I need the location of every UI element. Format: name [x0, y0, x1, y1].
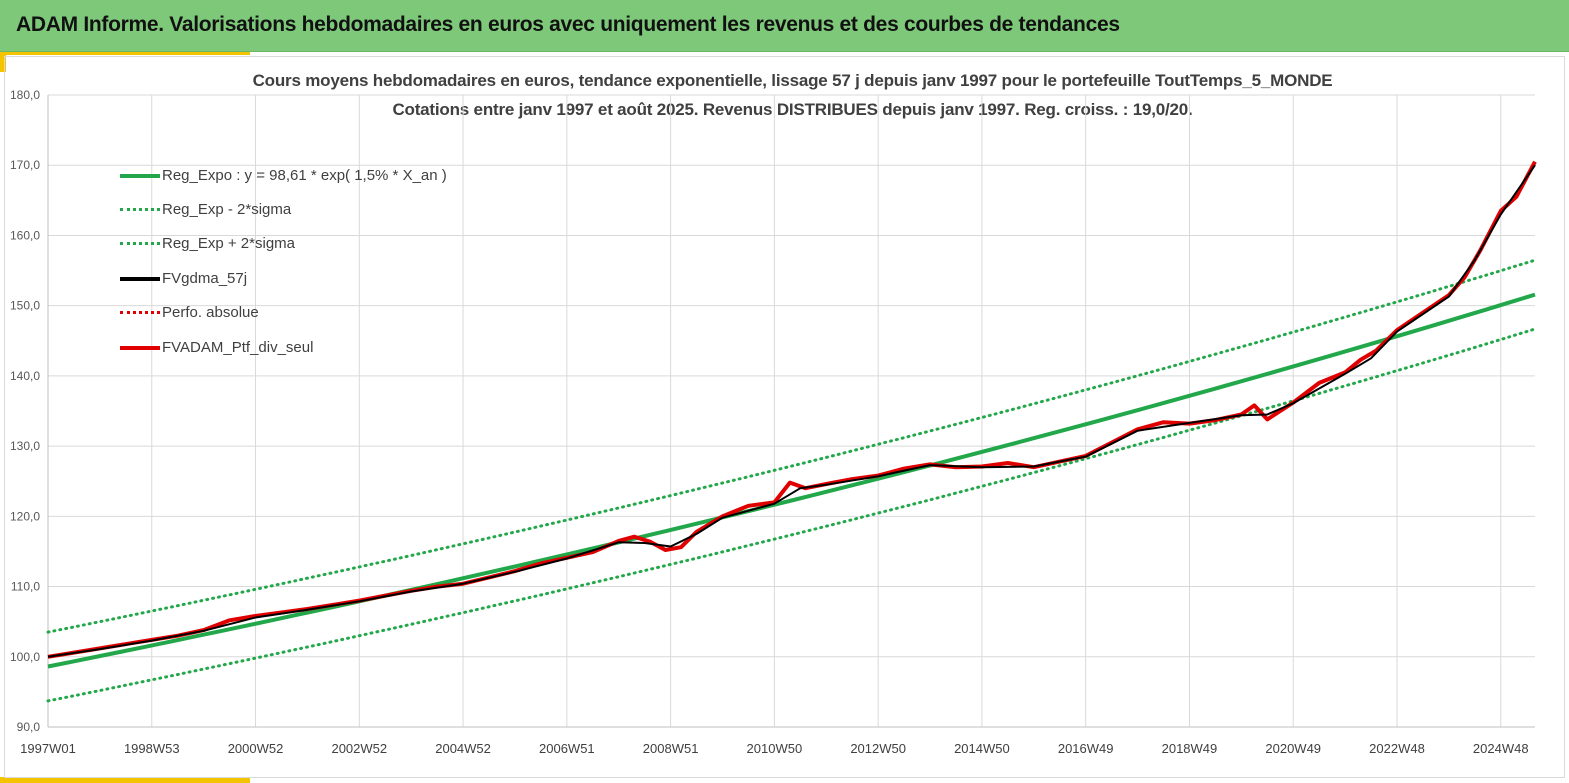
legend-item-fvadam: FVADAM_Ptf_div_seul	[120, 336, 540, 360]
x-tick-label: 2004W52	[435, 741, 491, 756]
y-tick-label: 100,0	[10, 650, 40, 664]
series-reg-minus-2sigma	[46, 327, 1537, 703]
accent-stripe-top	[0, 52, 250, 55]
legend-label: Reg_Exp + 2*sigma	[162, 235, 295, 252]
x-tick-label: 2018W49	[1162, 741, 1218, 756]
x-tick-label: 2014W50	[954, 741, 1010, 756]
grid-lines	[47, 94, 1535, 728]
legend-item-reg-minus: Reg_Exp - 2*sigma	[120, 198, 540, 222]
legend-label: Reg_Exp - 2*sigma	[162, 201, 292, 218]
series-reg-plus-2sigma	[46, 258, 1537, 634]
page-title: ADAM Informe. Valorisations hebdomadaire…	[16, 13, 1120, 36]
y-axis: 90,0 100,0 110,0 120,0 130,0 140,0 150,0 160,0 1…	[10, 88, 40, 734]
chart-title: Cours moyens hebdomadaires en euros, ten…	[252, 71, 1333, 90]
x-tick-label: 2006W51	[539, 741, 595, 756]
accent-stripe-bottom	[0, 777, 250, 783]
x-tick-label: 2020W49	[1265, 741, 1321, 756]
y-tick-label: 150,0	[10, 299, 40, 313]
legend-swatch-dotted-green	[120, 208, 160, 211]
legend-item-reg-plus: Reg_Exp + 2*sigma	[120, 232, 540, 256]
series-reg-expo	[47, 292, 1536, 669]
legend-item-reg-expo: Reg_Expo : y = 98,61 * exp( 1,5% * X_an …	[120, 164, 540, 188]
series-layer	[46, 160, 1537, 703]
x-tick-label: 2012W50	[850, 741, 906, 756]
x-axis: 1997W01 1998W53 2000W52 2002W52 2004W52 2006W…	[20, 741, 1528, 756]
y-tick-label: 180,0	[10, 88, 40, 102]
y-tick-label: 130,0	[10, 439, 40, 453]
y-tick-label: 110,0	[11, 580, 40, 594]
x-tick-label: 2022W48	[1369, 741, 1425, 756]
x-tick-label: 2016W49	[1058, 741, 1114, 756]
y-tick-label: 170,0	[10, 158, 40, 172]
legend-swatch-solid-black	[120, 277, 160, 281]
series-fvgdma-57j	[47, 164, 1536, 658]
x-tick-label: 2000W52	[228, 741, 284, 756]
y-tick-label: 160,0	[10, 228, 40, 242]
chart-frame	[4, 56, 1565, 778]
x-tick-label: 2024W48	[1473, 741, 1529, 756]
legend-label: Perfo. absolue	[162, 304, 259, 321]
x-tick-label: 2002W52	[331, 741, 387, 756]
legend-swatch-dotted-green	[120, 242, 160, 245]
legend-swatch-dotted-red	[120, 311, 160, 314]
legend-label: Reg_Expo : y = 98,61 * exp( 1,5% * X_an …	[162, 167, 447, 184]
legend-swatch-solid-red	[120, 346, 160, 350]
y-tick-label: 140,0	[10, 369, 40, 383]
x-tick-label: 2008W51	[643, 741, 699, 756]
x-tick-label: 1997W01	[20, 741, 76, 756]
legend-swatch-solid-green	[120, 174, 160, 178]
legend-item-perfo: Perfo. absolue	[120, 301, 540, 325]
x-tick-label: 1998W53	[124, 741, 180, 756]
y-tick-label: 120,0	[10, 509, 40, 523]
y-tick-label: 90,0	[17, 720, 41, 734]
accent-stripe-left	[0, 52, 6, 72]
legend-label: FVgdma_57j	[162, 270, 248, 287]
x-tick-label: 2010W50	[747, 741, 803, 756]
legend-label: FVADAM_Ptf_div_seul	[162, 339, 314, 356]
chart-subtitle: Cotations entre janv 1997 et août 2025. …	[392, 100, 1193, 119]
header-bar	[0, 0, 1569, 52]
legend-item-fvgdma: FVgdma_57j	[120, 267, 540, 291]
